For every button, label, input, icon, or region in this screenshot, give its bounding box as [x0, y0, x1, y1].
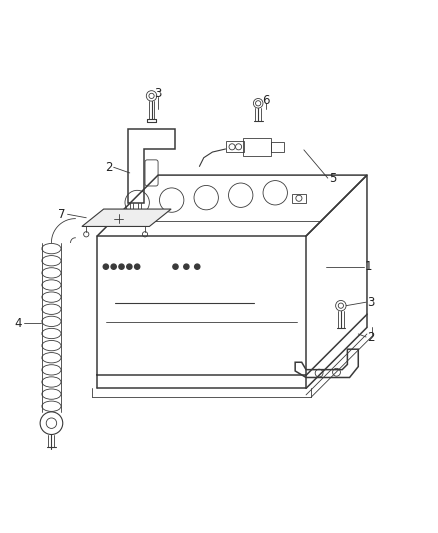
- Bar: [243, 138, 271, 156]
- Text: 2: 2: [367, 330, 374, 343]
- Bar: [292, 194, 306, 203]
- Circle shape: [134, 264, 140, 269]
- Text: 6: 6: [262, 94, 270, 107]
- Circle shape: [184, 264, 189, 269]
- Text: 7: 7: [58, 208, 66, 221]
- Text: 3: 3: [154, 87, 162, 100]
- Circle shape: [111, 264, 116, 269]
- Bar: [271, 142, 284, 152]
- Circle shape: [173, 264, 178, 269]
- Text: 4: 4: [15, 317, 22, 329]
- Text: 1: 1: [365, 260, 372, 273]
- Bar: [226, 141, 244, 152]
- Polygon shape: [82, 209, 171, 227]
- Text: 2: 2: [105, 161, 113, 174]
- Bar: [107, 209, 123, 220]
- Text: 5: 5: [328, 172, 336, 184]
- Text: 3: 3: [367, 296, 374, 309]
- Circle shape: [127, 264, 132, 269]
- Circle shape: [119, 264, 124, 269]
- Circle shape: [194, 264, 200, 269]
- Circle shape: [103, 264, 109, 269]
